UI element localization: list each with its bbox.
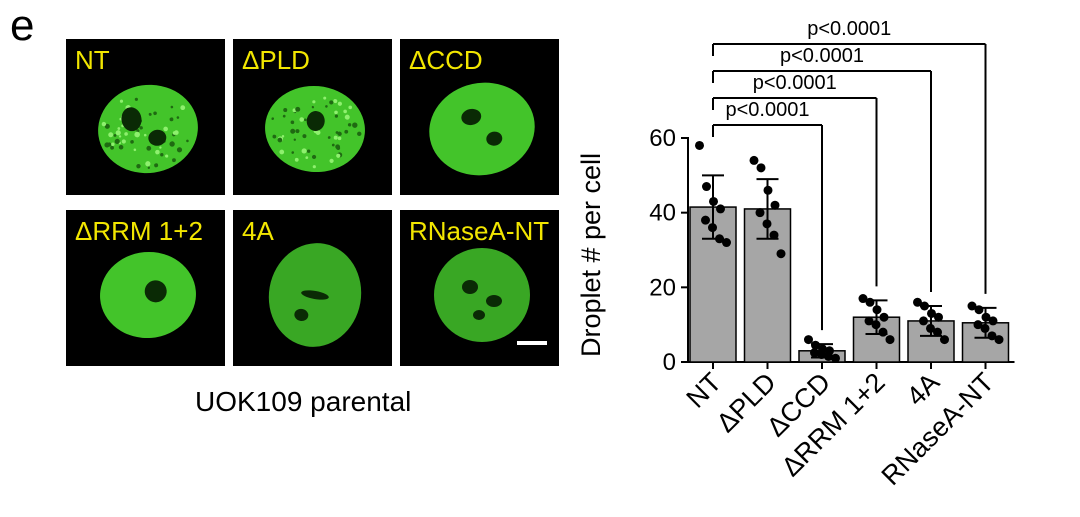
data-point bbox=[879, 312, 889, 322]
y-tick-label: 20 bbox=[649, 274, 676, 301]
data-point bbox=[831, 353, 840, 363]
data-point bbox=[864, 316, 874, 326]
data-point bbox=[755, 208, 765, 218]
micrograph-label: ΔCCD bbox=[409, 45, 483, 75]
data-point bbox=[708, 223, 717, 233]
data-point bbox=[769, 230, 779, 240]
micrograph-label: NT bbox=[75, 45, 110, 75]
nucleus-image bbox=[268, 243, 362, 347]
micrograph-tile: ΔRRM 1+2 bbox=[66, 210, 225, 366]
data-point bbox=[804, 335, 813, 345]
p-value-label: p<0.0001 bbox=[780, 45, 864, 67]
data-point bbox=[920, 301, 929, 311]
nucleus-image bbox=[265, 85, 365, 173]
data-point bbox=[926, 323, 935, 333]
nucleus-image bbox=[434, 248, 530, 342]
data-point bbox=[716, 204, 725, 214]
data-point bbox=[763, 185, 773, 195]
data-point bbox=[756, 163, 766, 173]
data-point bbox=[770, 200, 780, 210]
y-tick-label: 40 bbox=[649, 200, 676, 227]
data-point bbox=[980, 323, 990, 333]
micrograph-label: RNaseA-NT bbox=[409, 216, 550, 246]
micrograph-label: ΔPLD bbox=[242, 45, 310, 75]
micrograph-tile: ΔCCD bbox=[400, 39, 559, 195]
data-point bbox=[973, 320, 983, 330]
data-point bbox=[913, 297, 922, 307]
nucleus-image bbox=[100, 251, 196, 339]
data-point bbox=[702, 182, 711, 192]
data-point bbox=[695, 140, 704, 150]
data-point bbox=[919, 316, 928, 326]
micrograph-label: ΔRRM 1+2 bbox=[75, 216, 203, 246]
figure-caption: UOK109 parental bbox=[195, 386, 412, 417]
data-point bbox=[878, 327, 888, 337]
data-point bbox=[994, 335, 1004, 345]
data-point bbox=[810, 348, 819, 358]
micrograph-tile: RNaseA-NT bbox=[400, 210, 559, 366]
data-point bbox=[722, 238, 731, 248]
y-tick-label: 0 bbox=[663, 349, 676, 376]
nucleus-image bbox=[429, 82, 535, 176]
y-tick-label: 60 bbox=[649, 125, 676, 152]
data-point bbox=[933, 327, 942, 337]
data-point bbox=[701, 215, 710, 225]
data-point bbox=[981, 312, 991, 322]
scale-bar bbox=[517, 341, 547, 345]
data-point bbox=[858, 294, 868, 304]
data-point bbox=[885, 335, 895, 345]
data-point bbox=[871, 320, 881, 330]
data-point bbox=[824, 351, 833, 361]
data-point bbox=[934, 312, 943, 322]
p-value-label: p<0.0001 bbox=[726, 99, 810, 121]
p-value-label: p<0.0001 bbox=[807, 18, 891, 40]
data-point bbox=[762, 219, 772, 229]
data-point bbox=[927, 308, 936, 318]
data-point bbox=[872, 305, 882, 315]
p-value-label: p<0.0001 bbox=[753, 72, 837, 94]
micrograph-label: 4A bbox=[242, 216, 274, 246]
data-point bbox=[987, 331, 997, 341]
data-point bbox=[988, 316, 998, 326]
data-point bbox=[811, 340, 820, 350]
data-point bbox=[715, 234, 724, 244]
y-axis-label: Droplet # per cell bbox=[576, 153, 606, 357]
data-point bbox=[974, 305, 984, 315]
data-point bbox=[749, 155, 759, 165]
micrograph-tile: NT bbox=[66, 39, 225, 195]
nucleus-image bbox=[98, 84, 198, 174]
data-point bbox=[940, 335, 949, 345]
data-point bbox=[709, 196, 718, 206]
data-point bbox=[817, 350, 826, 360]
panel-letter: e bbox=[10, 1, 35, 50]
data-point bbox=[776, 249, 786, 259]
micrograph-tile: 4A bbox=[233, 210, 392, 366]
data-point bbox=[865, 297, 875, 307]
x-tick-label: 4A bbox=[901, 367, 946, 412]
micrograph-tile: ΔPLD bbox=[233, 39, 392, 195]
data-point bbox=[967, 301, 977, 311]
